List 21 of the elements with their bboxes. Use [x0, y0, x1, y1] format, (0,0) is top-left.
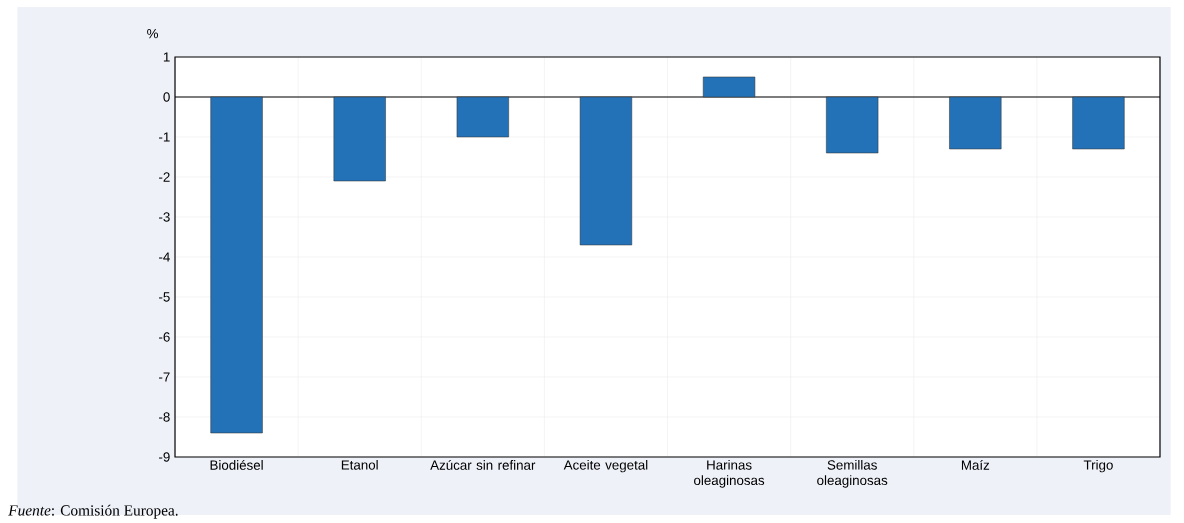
y-tick-label: -7 — [159, 372, 170, 382]
y-tick-label: -2 — [159, 172, 170, 182]
y-tick-label: -8 — [159, 412, 170, 422]
y-tick-label: -4 — [159, 252, 170, 262]
x-tick-label: Azúcar sin refinar — [430, 459, 536, 470]
y-tick-label: -9 — [159, 452, 170, 462]
y-tick-label: 0 — [163, 92, 170, 102]
x-tick-label: Maíz — [961, 459, 990, 470]
y-tick-label: -3 — [159, 212, 170, 222]
y-tick-label: -1 — [159, 132, 170, 142]
text: Fuente: Comisión Europea. — [8, 504, 178, 519]
x-tick-label: Aceite vegetal — [563, 459, 648, 473]
x-tick-label: Trigo — [1083, 459, 1113, 473]
y-tick-label: -5 — [159, 292, 170, 302]
x-tick-label: Semillas oleaginosas — [817, 459, 888, 488]
x-tick-label: Biodiésel — [210, 459, 263, 470]
y-axis-title: % — [147, 28, 159, 39]
y-tick-label: -6 — [159, 332, 170, 342]
y-tick-label: 1 — [163, 52, 170, 62]
x-tick-label: Etanol — [341, 459, 378, 470]
x-tick-label: Harinas oleaginosas — [694, 459, 765, 488]
